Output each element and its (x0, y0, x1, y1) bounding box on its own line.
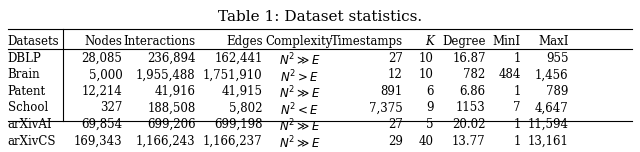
Text: 5,802: 5,802 (229, 101, 262, 114)
Text: 188,508: 188,508 (147, 101, 196, 114)
Text: 16.87: 16.87 (452, 52, 486, 65)
Text: 169,343: 169,343 (74, 135, 122, 148)
Text: School: School (8, 101, 48, 114)
Text: Degree: Degree (442, 35, 486, 48)
Text: 236,894: 236,894 (147, 52, 196, 65)
Text: Interactions: Interactions (124, 35, 196, 48)
Text: 40: 40 (419, 135, 433, 148)
Text: 1,166,237: 1,166,237 (203, 135, 262, 148)
Text: 1,751,910: 1,751,910 (203, 68, 262, 81)
Text: 1: 1 (513, 135, 521, 148)
Text: 699,206: 699,206 (147, 118, 196, 131)
Text: 7: 7 (513, 101, 521, 114)
Text: 4,647: 4,647 (535, 101, 568, 114)
Text: 6: 6 (426, 85, 433, 98)
Text: 5: 5 (426, 118, 433, 131)
Text: Brain: Brain (8, 68, 40, 81)
Text: 27: 27 (388, 52, 403, 65)
Text: Timestamps: Timestamps (331, 35, 403, 48)
Text: Nodes: Nodes (84, 35, 122, 48)
Text: 1153: 1153 (456, 101, 486, 114)
Text: $N^2 > E$: $N^2 > E$ (280, 68, 319, 85)
Text: 1,456: 1,456 (535, 68, 568, 81)
Text: 13,161: 13,161 (527, 135, 568, 148)
Text: 699,198: 699,198 (214, 118, 262, 131)
Text: 891: 891 (381, 85, 403, 98)
Text: 11,594: 11,594 (527, 118, 568, 131)
Text: 162,441: 162,441 (214, 52, 262, 65)
Text: 6.86: 6.86 (460, 85, 486, 98)
Text: 1: 1 (513, 85, 521, 98)
Text: 1: 1 (513, 118, 521, 131)
Text: arXivCS: arXivCS (8, 135, 56, 148)
Text: MinI: MinI (493, 35, 521, 48)
Text: 27: 27 (388, 118, 403, 131)
Text: 7,375: 7,375 (369, 101, 403, 114)
Text: 12,214: 12,214 (82, 85, 122, 98)
Text: Complexity: Complexity (266, 35, 333, 48)
Text: 327: 327 (100, 101, 122, 114)
Text: Table 1: Dataset statistics.: Table 1: Dataset statistics. (218, 10, 422, 24)
Text: Datasets: Datasets (8, 35, 60, 48)
Text: 789: 789 (546, 85, 568, 98)
Text: 5,000: 5,000 (89, 68, 122, 81)
Text: $N^2 \gg E$: $N^2 \gg E$ (278, 85, 320, 102)
Text: MaxI: MaxI (538, 35, 568, 48)
Text: 41,916: 41,916 (155, 85, 196, 98)
Text: Edges: Edges (226, 35, 262, 48)
Text: 1: 1 (513, 52, 521, 65)
Text: 29: 29 (388, 135, 403, 148)
Text: 10: 10 (419, 68, 433, 81)
Text: $N^2 < E$: $N^2 < E$ (280, 101, 319, 118)
Text: 9: 9 (426, 101, 433, 114)
Text: Patent: Patent (8, 85, 46, 98)
Text: 12: 12 (388, 68, 403, 81)
Text: 10: 10 (419, 52, 433, 65)
Text: $N^2 \gg E$: $N^2 \gg E$ (278, 135, 320, 151)
Text: $N^2 \gg E$: $N^2 \gg E$ (278, 52, 320, 68)
Text: 782: 782 (463, 68, 486, 81)
Text: DBLP: DBLP (8, 52, 42, 65)
Text: 1,166,243: 1,166,243 (136, 135, 196, 148)
Text: 955: 955 (546, 52, 568, 65)
Text: 69,854: 69,854 (81, 118, 122, 131)
Text: 28,085: 28,085 (81, 52, 122, 65)
Text: 20.02: 20.02 (452, 118, 486, 131)
Text: K: K (425, 35, 433, 48)
Text: 13.77: 13.77 (452, 135, 486, 148)
Text: arXivAI: arXivAI (8, 118, 52, 131)
Text: 41,915: 41,915 (221, 85, 262, 98)
Text: 484: 484 (499, 68, 521, 81)
Text: 1,955,488: 1,955,488 (136, 68, 196, 81)
Text: $N^2 \gg E$: $N^2 \gg E$ (278, 118, 320, 135)
